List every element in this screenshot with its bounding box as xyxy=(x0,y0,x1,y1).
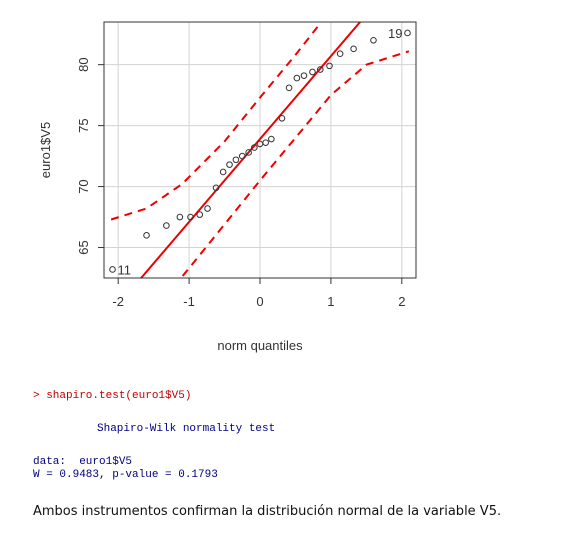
x-axis-label: norm quantiles xyxy=(217,338,303,353)
data-point xyxy=(370,36,377,44)
x-tick-label: 2 xyxy=(398,294,405,309)
y-tick-label: 80 xyxy=(76,57,91,71)
envelope-upper-line xyxy=(110,22,323,221)
caption-text: Ambos instrumentos confirman la distribu… xyxy=(33,504,502,519)
data-point xyxy=(300,72,308,79)
x-tick-label: 1 xyxy=(327,294,334,309)
data-point xyxy=(251,144,258,151)
data-point xyxy=(109,266,116,273)
x-tick-label: -1 xyxy=(183,294,195,309)
y-tick-label: 65 xyxy=(76,240,91,254)
test-data-line: data: euro1$V5 xyxy=(33,456,133,468)
data-point xyxy=(196,211,204,218)
data-point xyxy=(268,135,275,143)
data-point xyxy=(232,156,240,164)
y-axis-label: euro1$V5 xyxy=(38,122,53,178)
test-title: Shapiro-Wilk normality test xyxy=(97,423,276,435)
data-point xyxy=(336,50,344,57)
point-label: 11 xyxy=(118,262,132,277)
data-point xyxy=(316,66,324,73)
point-label: 19 xyxy=(388,26,402,41)
data-points xyxy=(109,29,411,273)
data-point xyxy=(350,45,357,53)
data-point xyxy=(204,205,211,212)
data-point xyxy=(309,68,316,76)
data-point xyxy=(176,213,184,221)
data-point xyxy=(163,222,170,229)
data-point xyxy=(404,29,411,37)
y-tick-label: 75 xyxy=(76,118,91,132)
x-tick-label: -2 xyxy=(112,294,124,309)
data-point xyxy=(238,152,246,160)
data-point xyxy=(278,115,286,122)
y-axis: 65 70 75 80 xyxy=(76,57,104,255)
test-statistic-line: W = 0.9483, p-value = 0.1793 xyxy=(33,469,218,481)
data-point xyxy=(187,213,194,221)
x-axis: -2 -1 0 1 2 xyxy=(112,278,405,309)
data-point xyxy=(143,232,150,239)
data-point xyxy=(285,84,293,92)
data-point xyxy=(245,149,252,156)
qq-plot: 11 19 -2 -1 0 1 2 65 70 75 80 norm quantiles eur… xyxy=(38,21,417,353)
data-point xyxy=(262,139,269,146)
reference-line xyxy=(139,22,362,278)
data-point xyxy=(326,62,333,70)
r-command: > shapiro.test(euro1$V5) xyxy=(33,390,192,402)
data-point xyxy=(293,74,301,82)
data-point xyxy=(212,184,220,192)
point-labels: 11 19 xyxy=(118,26,403,277)
grid-lines xyxy=(104,22,416,278)
data-point xyxy=(226,161,233,168)
y-tick-label: 70 xyxy=(76,179,91,193)
data-point xyxy=(219,168,227,176)
x-tick-label: 0 xyxy=(256,294,263,309)
